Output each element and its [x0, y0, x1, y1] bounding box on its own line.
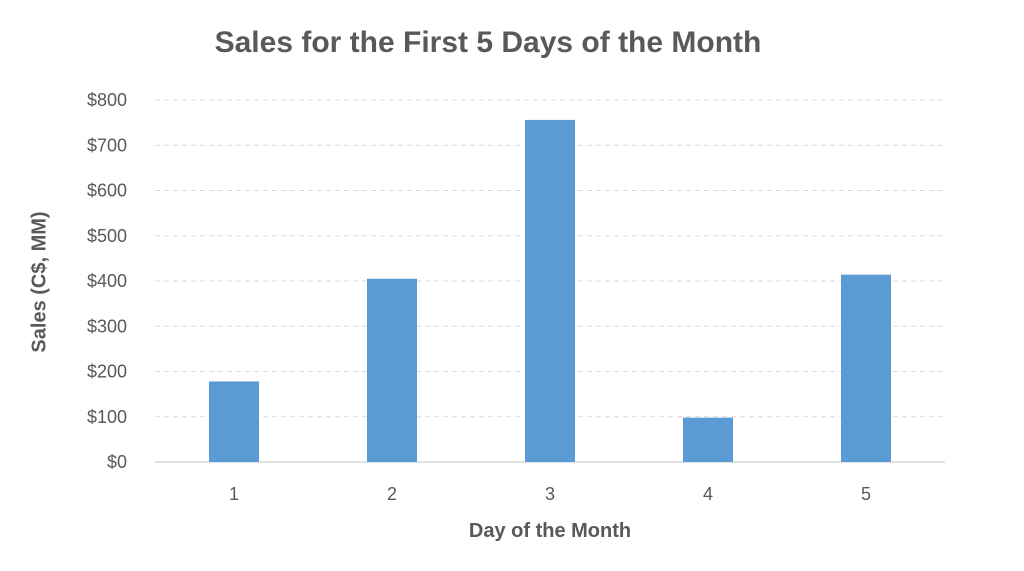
y-tick-label: $0 — [107, 452, 127, 472]
chart-title: Sales for the First 5 Days of the Month — [214, 26, 762, 59]
bar — [683, 417, 733, 462]
x-tick-label: 3 — [545, 484, 555, 504]
y-tick-label: $700 — [87, 135, 127, 155]
y-tick-label: $300 — [87, 316, 127, 336]
x-tick-label: 2 — [387, 484, 397, 504]
y-tick-label: $400 — [87, 271, 127, 291]
x-tick-label: 5 — [861, 484, 871, 504]
bar — [525, 119, 575, 462]
y-tick-label: $800 — [87, 90, 127, 110]
bar — [367, 278, 417, 462]
y-tick-label: $200 — [87, 362, 127, 382]
bar — [209, 381, 259, 462]
x-axis-label: Day of the Month — [468, 520, 632, 542]
bar — [841, 274, 891, 462]
y-tick-label: $100 — [87, 407, 127, 427]
x-tick-label: 1 — [229, 484, 239, 504]
y-tick-label: $500 — [87, 226, 127, 246]
y-tick-label: $600 — [87, 181, 127, 201]
x-tick-label: 4 — [703, 484, 713, 504]
